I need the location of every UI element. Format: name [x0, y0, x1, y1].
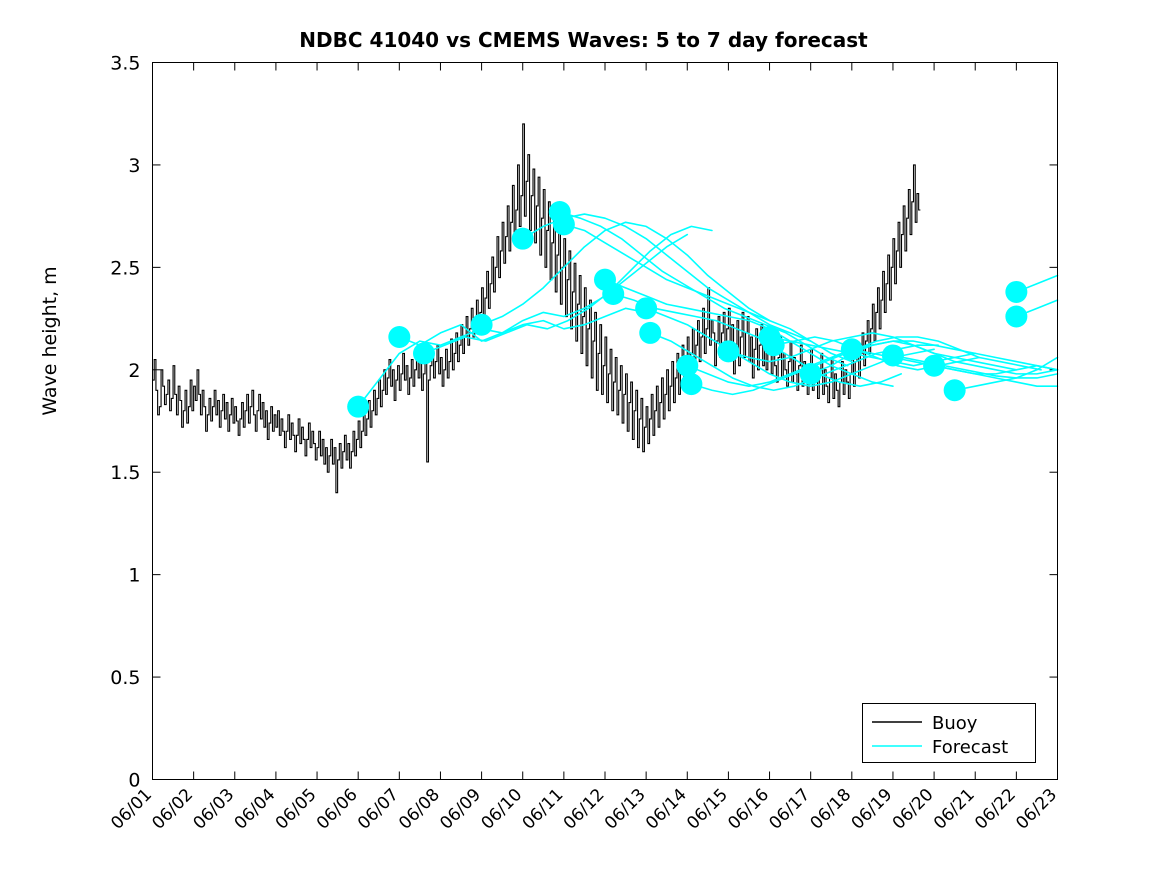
x-tick-labels: 06/0106/0206/0306/0406/0506/0606/0706/08…: [107, 785, 1061, 834]
forecast-start-marker: [881, 344, 904, 367]
x-tick-label: 06/20: [889, 785, 938, 834]
forecast-run-line: [892, 354, 1059, 379]
y-tick-label: 3: [128, 155, 140, 177]
y-tick-label: 2: [128, 360, 140, 382]
forecast-run-line: [558, 211, 849, 367]
x-tick-label: 06/16: [724, 785, 773, 834]
forecast-start-marker: [635, 297, 658, 320]
forecast-run-line: [398, 233, 689, 346]
forecast-start-marker: [1005, 305, 1028, 328]
x-tick-label: 06/17: [765, 785, 814, 834]
x-tick-label: 06/13: [601, 785, 650, 834]
x-tick-label: 06/02: [148, 785, 197, 834]
forecast-run-line: [423, 225, 713, 355]
forecast-run-line: [604, 278, 894, 387]
x-tick-label: 06/09: [436, 785, 485, 834]
x-tick-label: 06/18: [807, 785, 856, 834]
y-tick-label: 1.5: [110, 462, 140, 484]
forecast-start-marker: [388, 326, 411, 349]
forecast-start-marker: [347, 395, 370, 418]
x-tick-label: 06/22: [971, 785, 1020, 834]
forecast-start-marker: [943, 379, 966, 402]
x-tick-label: 06/11: [519, 785, 568, 834]
x-tick-label: 06/19: [848, 785, 897, 834]
forecast-start-marker: [676, 354, 699, 377]
forecast-run-line: [563, 223, 853, 363]
buoy-line: [152, 123, 921, 494]
x-tick-label: 06/05: [272, 785, 321, 834]
x-tick-label: 06/14: [642, 785, 691, 834]
x-tick-label: 06/15: [683, 785, 732, 834]
y-tick-labels: 0 0.5 1 1.5 2 2.5 3 3.5: [110, 53, 140, 792]
forecast-start-marker: [717, 340, 740, 363]
forecast-run-line: [686, 340, 977, 387]
forecast-run-line: [933, 364, 1059, 387]
forecast-run-line: [480, 221, 771, 326]
forecast-start-marker: [602, 282, 625, 305]
legend-box: [862, 703, 1036, 763]
forecast-start-marker: [511, 227, 534, 250]
y-tick-label: 0.5: [110, 667, 140, 689]
y-tick-label: 3.5: [110, 53, 140, 75]
y-tick-label: 2.5: [110, 257, 140, 279]
chart-title: NDBC 41040 vs CMEMS Waves: 5 to 7 day fo…: [299, 28, 868, 52]
forecast-start-marker: [413, 342, 435, 365]
forecast-start-marker: [840, 338, 863, 361]
x-tick-label: 06/06: [313, 785, 362, 834]
legend[interactable]: Buoy Forecast: [862, 703, 1036, 763]
x-tick-label: 06/07: [354, 785, 403, 834]
forecast-series: [347, 201, 1059, 418]
buoy-series: [152, 123, 921, 494]
forecast-run-line: [953, 356, 1059, 392]
x-tick-label: 06/03: [190, 785, 239, 834]
forecast-run-line: [612, 293, 902, 387]
forecast-start-marker: [552, 213, 575, 236]
forecast-run-line: [772, 336, 1042, 371]
forecast-start-marker: [470, 313, 493, 336]
x-tick-label: 06/23: [1012, 785, 1061, 834]
forecast-start-marker: [639, 321, 662, 344]
x-tick-label: 06/21: [930, 785, 979, 834]
forecast-start-marker: [923, 354, 946, 377]
x-tick-label: 06/01: [107, 785, 156, 834]
x-tick-label: 06/12: [560, 785, 609, 834]
x-tick-label: 06/04: [231, 785, 280, 834]
legend-label-forecast: Forecast: [932, 737, 1008, 758]
forecast-run-line: [690, 336, 981, 396]
legend-label-buoy: Buoy: [932, 713, 978, 734]
y-tick-label: 0: [128, 770, 140, 792]
x-tick-label: 06/10: [477, 785, 526, 834]
forecast-start-marker: [680, 373, 703, 396]
forecast-start-marker: [762, 334, 785, 357]
y-tick-label: 1: [128, 565, 140, 587]
forecast-run-line: [768, 336, 1059, 371]
axis-frame: [152, 62, 1058, 780]
x-tick-label: 06/08: [395, 785, 444, 834]
forecast-start-marker: [799, 362, 822, 385]
forecast-start-marker: [1005, 280, 1028, 303]
